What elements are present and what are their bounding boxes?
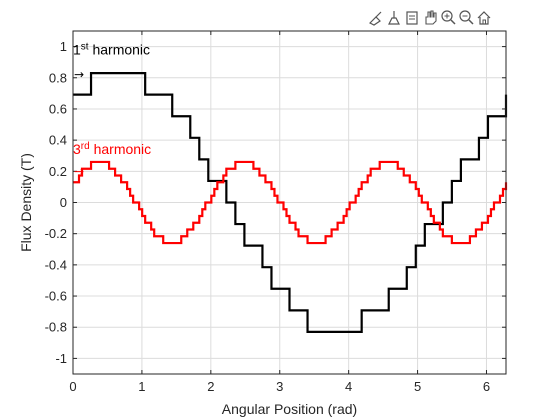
- y-tick-label: -0.2: [45, 226, 67, 241]
- annotations: 1st harmonic → 3rd harmonic →: [73, 41, 151, 178]
- y-tick-label: 0.8: [49, 70, 67, 85]
- home-icon[interactable]: [477, 11, 491, 25]
- brush-icon[interactable]: [368, 11, 382, 26]
- y-axis-label: Flux Density (T): [18, 153, 34, 252]
- export-icon[interactable]: [406, 11, 418, 25]
- x-tick-label: 5: [414, 379, 421, 394]
- annotation-1st-harmonic: 1st harmonic →: [73, 41, 150, 82]
- series-layer: [73, 72, 508, 333]
- x-tick-label: 6: [483, 379, 490, 394]
- zoom-in-icon[interactable]: [441, 10, 456, 25]
- series-line-3rd-harmonic: [73, 160, 508, 245]
- annotation-3rd-harmonic: 3rd harmonic →: [73, 141, 151, 179]
- ticks: 0 1 2 3 4 5 6 -1 -0.8 -0.6 -0.4 -0.2 0 0.2 0.4 0.6 0.8 1: [45, 31, 506, 394]
- annotation-arrow: →: [74, 164, 84, 178]
- y-tick-label: -0.8: [45, 320, 67, 335]
- y-tick-label: -1: [55, 351, 67, 366]
- annotation-arrow: →: [74, 68, 84, 82]
- x-tick-label: 1: [138, 379, 145, 394]
- x-tick-label: 3: [276, 379, 283, 394]
- annotation-label: 1st harmonic: [73, 41, 150, 58]
- x-tick-label: 0: [69, 379, 76, 394]
- series-line-1st-harmonic: [73, 72, 508, 333]
- x-tick-label: 2: [207, 379, 214, 394]
- zoom-out-icon[interactable]: [459, 10, 474, 25]
- data-tips-icon[interactable]: [388, 11, 400, 25]
- y-tick-label: -0.6: [45, 289, 67, 304]
- y-tick-label: 1: [60, 39, 67, 54]
- pan-icon[interactable]: [425, 10, 437, 25]
- x-axis-label: Angular Position (rad): [222, 401, 357, 417]
- y-tick-label: 0.2: [49, 164, 67, 179]
- annotation-label: 3rd harmonic: [73, 141, 151, 158]
- y-tick-label: 0.4: [49, 133, 67, 148]
- y-tick-label: -0.4: [45, 257, 67, 272]
- y-tick-label: 0.6: [49, 101, 67, 116]
- y-tick-label: 0: [60, 195, 67, 210]
- x-tick-label: 4: [345, 379, 352, 394]
- figure-toolbar: [366, 8, 506, 26]
